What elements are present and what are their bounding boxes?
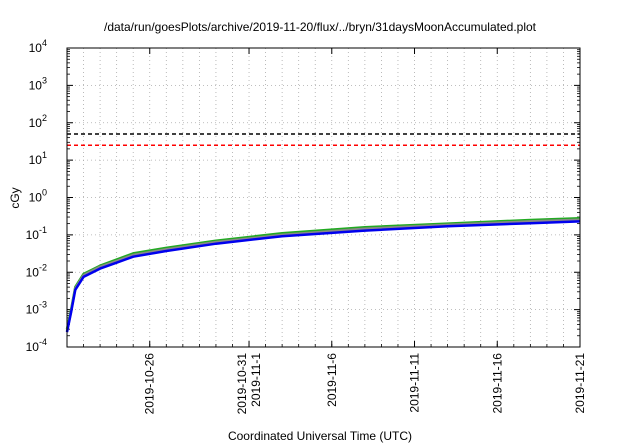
chart-title: /data/run/goesPlots/archive/2019-11-20/f… [103, 20, 537, 34]
y-tick-label: 103 [29, 75, 47, 92]
x-tick-label: 2019-11-6 [325, 353, 339, 407]
y-tick-label: 102 [29, 113, 47, 130]
x-axis-label: Coordinated Universal Time (UTC) [227, 429, 413, 443]
series-line [65, 220, 581, 333]
y-tick-label: 101 [29, 150, 47, 167]
x-tick-label: 2019-10-31 [235, 353, 249, 415]
x-tick-label: 2019-11-1 [249, 353, 263, 407]
y-axis-label: cGy [8, 187, 22, 208]
y-tick-label: 100 [29, 188, 47, 205]
y-tick-label: 10-2 [26, 262, 47, 279]
y-tick-label: 104 [29, 38, 47, 55]
y-tick-label: 10-1 [26, 225, 47, 242]
x-tick-label: 2019-11-16 [490, 353, 504, 414]
x-tick-label: 2019-11-21 [573, 353, 587, 414]
y-tick-label: 10-3 [26, 300, 47, 317]
x-tick-label: 2019-10-26 [143, 353, 157, 415]
y-tick-label: 10-4 [26, 337, 47, 354]
x-tick-label: 2019-11-11 [408, 353, 422, 413]
plot-frame [66, 47, 581, 348]
series-line [65, 218, 581, 332]
